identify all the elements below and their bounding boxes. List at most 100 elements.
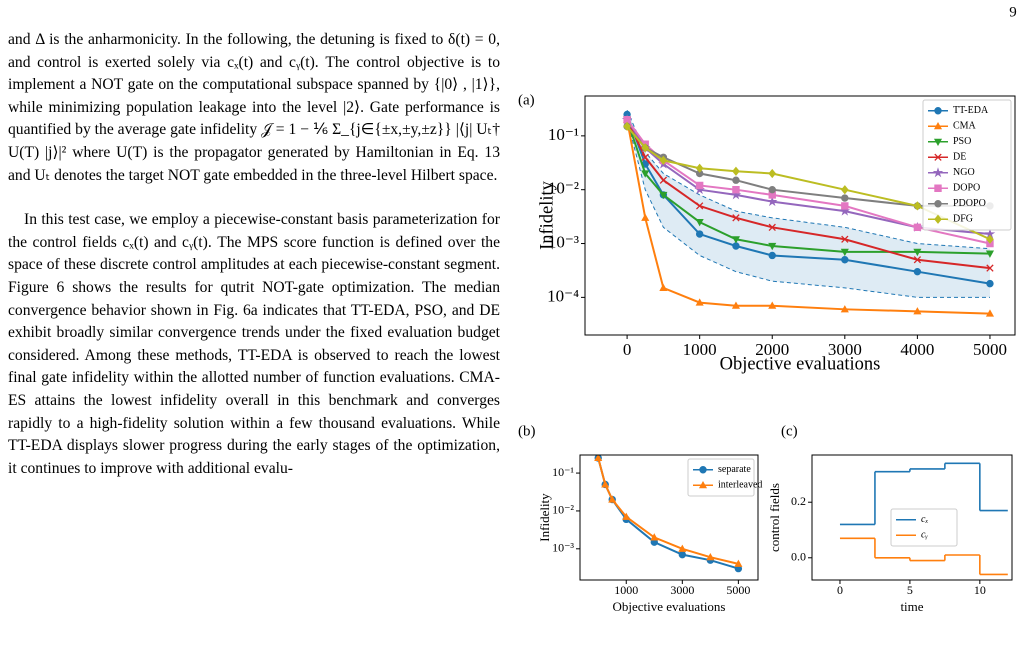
y-axis-label: Infidelity (537, 180, 557, 250)
plot-area (621, 109, 996, 317)
x-tick-label: 0 (623, 340, 632, 359)
marker (768, 242, 777, 251)
x-tick-label: 1000 (614, 583, 638, 597)
marker (932, 167, 944, 178)
iqr-edge (626, 109, 990, 250)
x-tick-label: 4000 (900, 340, 934, 359)
marker (768, 301, 777, 309)
marker (767, 196, 778, 207)
legend-label: NGO (953, 167, 975, 178)
plot-area (839, 462, 1008, 576)
marker (650, 533, 659, 541)
paragraph: and Δ is the anharmonicity. In the follo… (8, 31, 500, 184)
marker (659, 155, 668, 166)
marker (934, 184, 942, 192)
axes-frame (584, 95, 1016, 336)
marker (622, 512, 631, 520)
panel-label: (c) (781, 423, 798, 439)
y-tick-label: 10⁻² (548, 179, 579, 198)
marker (840, 305, 849, 313)
marker (933, 138, 943, 146)
x-tick-label: 5000 (973, 340, 1007, 359)
iqr-edge (626, 119, 990, 298)
marker (913, 256, 922, 264)
marker (695, 181, 704, 190)
y-tick-label: 10⁻² (552, 503, 574, 517)
y-tick-label: 10⁻³ (552, 541, 574, 555)
marker (913, 201, 922, 211)
page-number: 9 (1009, 4, 1017, 20)
marker (732, 166, 740, 176)
marker (732, 242, 740, 250)
marker (678, 550, 687, 559)
y-axis-label: control fields (767, 483, 782, 552)
marker (608, 495, 617, 503)
marker (934, 107, 942, 115)
marker (913, 223, 922, 232)
text-column: and Δ is the anharmonicity. In the follo… (8, 29, 500, 480)
marker (933, 122, 943, 130)
panel-label: (b) (518, 423, 536, 439)
legend-label: cᵧ (921, 530, 928, 541)
legend-label: cₓ (921, 514, 928, 525)
marker (986, 264, 994, 272)
legend-label: DFG (953, 214, 973, 225)
marker (641, 170, 650, 178)
legend-box (922, 99, 1012, 231)
marker (623, 115, 631, 124)
marker (641, 213, 650, 221)
x-tick-label: 10 (974, 583, 986, 597)
legend-label: interleaved (718, 480, 762, 491)
marker (732, 185, 740, 194)
marker (840, 248, 849, 257)
axes-frame (579, 454, 759, 581)
legend-label: TT-EDA (953, 105, 989, 116)
marker (841, 235, 849, 243)
marker (706, 552, 715, 561)
x-axis-label: Objective evaluations (720, 354, 881, 374)
marker (985, 250, 995, 258)
x-tick-label: 2000 (755, 340, 789, 359)
marker (641, 143, 650, 153)
marker (934, 214, 942, 224)
y-tick-label: 10⁻¹ (548, 125, 579, 144)
marker (695, 219, 704, 227)
marker (934, 200, 942, 208)
marker (986, 234, 994, 244)
y-tick-label: 10⁻⁴ (547, 286, 579, 305)
x-tick-label: 5000 (726, 583, 750, 597)
marker (731, 301, 741, 309)
legend-label: PSO (953, 136, 971, 147)
marker (841, 194, 849, 202)
marker (731, 236, 741, 244)
y-tick-label: 10⁻¹ (552, 465, 574, 479)
marker (623, 121, 631, 131)
legend-label: CMA (953, 121, 977, 132)
marker (768, 185, 776, 194)
x-tick-label: 3000 (670, 583, 694, 597)
marker (913, 307, 922, 315)
marker (986, 279, 994, 288)
marker (732, 214, 740, 222)
legend-label: PDOPO (953, 198, 986, 209)
marker (698, 481, 708, 489)
marker (659, 191, 668, 200)
marker (768, 223, 776, 231)
marker (699, 466, 707, 474)
legend-label: DE (953, 152, 966, 163)
x-axis-label: Objective evaluations (613, 599, 726, 614)
y-axis-label: Infidelity (537, 493, 552, 542)
legend-label: DOPO (953, 183, 980, 194)
marker (934, 153, 942, 161)
x-tick-label: 5 (907, 583, 913, 597)
marker (678, 544, 687, 552)
legend-box (890, 508, 958, 547)
marker (839, 205, 851, 216)
marker (913, 267, 922, 276)
marker (641, 153, 649, 161)
axes-frame (811, 454, 1013, 581)
marker (841, 256, 849, 264)
marker (768, 251, 776, 260)
marker (732, 176, 740, 184)
